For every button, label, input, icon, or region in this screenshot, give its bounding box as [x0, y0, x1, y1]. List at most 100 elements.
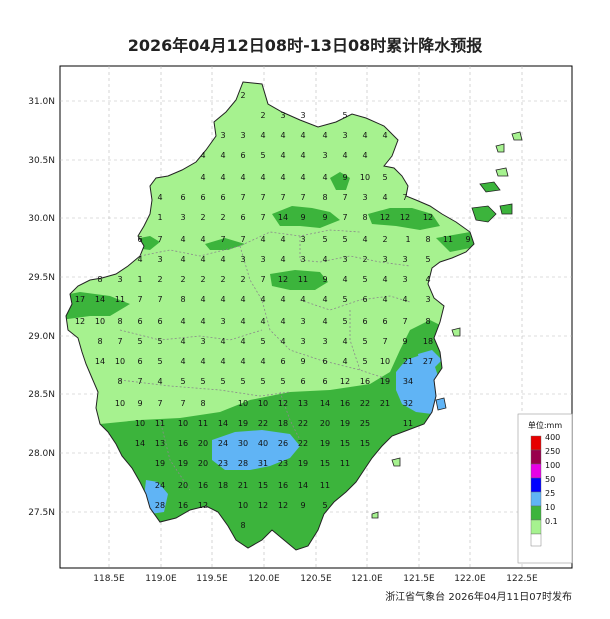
rainfall-value: 19	[320, 439, 330, 448]
rainfall-value: 4	[240, 337, 245, 346]
rainfall-value: 4	[260, 357, 265, 366]
rainfall-value: 6	[280, 357, 285, 366]
rainfall-value: 20	[198, 459, 208, 468]
rainfall-value: 24	[218, 439, 228, 448]
longitude-label: 118.5E	[93, 574, 125, 584]
rainfall-value: 4	[280, 235, 285, 244]
rainfall-value: 4	[240, 173, 245, 182]
rainfall-value: 4	[180, 235, 185, 244]
rainfall-value: 3	[240, 255, 245, 264]
rainfall-value: 5	[200, 377, 205, 386]
rainfall-value: 8	[425, 317, 430, 326]
latitude-label: 29.5N	[28, 273, 55, 283]
rainfall-value: 3	[300, 235, 305, 244]
rainfall-value: 3	[402, 255, 407, 264]
rainfall-value: 7	[157, 295, 162, 304]
rainfall-value: 7	[137, 377, 142, 386]
rainfall-value: 10	[178, 419, 188, 428]
longitude-labels: 118.5E 119.0E 119.5E 120.0E 120.5E 121.0E 121.…	[93, 574, 538, 584]
rainfall-value: 4	[382, 275, 387, 284]
rainfall-value: 6	[240, 213, 245, 222]
legend-label: 25	[545, 489, 555, 498]
rainfall-value: 6	[157, 317, 162, 326]
rainfall-value: 6	[240, 151, 245, 160]
rainfall-value: 7	[260, 213, 265, 222]
rainfall-value: 28	[238, 459, 248, 468]
rainfall-value: 3	[342, 131, 347, 140]
rainfall-value: 3	[300, 337, 305, 346]
rainfall-value: 14	[278, 213, 288, 222]
rainfall-value: 16	[198, 481, 208, 490]
rainfall-value: 4	[220, 295, 225, 304]
map-title: 2026年04月12日08时-13日08时累计降水预报	[127, 36, 483, 55]
rainfall-value: 5	[137, 337, 142, 346]
rainfall-value: 5	[382, 173, 387, 182]
rainfall-value: 3	[322, 151, 327, 160]
rainfall-value: 4	[200, 173, 205, 182]
rainfall-value: 5	[280, 377, 285, 386]
longitude-label: 121.5E	[403, 574, 435, 584]
rainfall-value: 10	[95, 317, 105, 326]
rainfall-value: 24	[155, 481, 165, 490]
rainfall-value: 4	[280, 337, 285, 346]
legend-swatch	[530, 435, 542, 451]
legend-swatch	[530, 477, 542, 493]
rainfall-value: 16	[178, 501, 188, 510]
rainfall-value: 11	[443, 235, 453, 244]
legend-swatch	[530, 491, 542, 507]
coastal-islands	[371, 131, 523, 519]
rainfall-value: 34	[403, 377, 413, 386]
rainfall-value: 15	[320, 459, 330, 468]
rainfall-value: 22	[258, 419, 268, 428]
rainfall-value: 14	[95, 357, 105, 366]
legend-label: 0.1	[545, 517, 558, 526]
rainfall-value: 7	[300, 193, 305, 202]
legend-swatch	[530, 449, 542, 465]
rainfall-value: 5	[342, 235, 347, 244]
rainfall-value: 4	[300, 131, 305, 140]
latitude-label: 27.5N	[28, 508, 55, 518]
latitude-label: 30.0N	[28, 214, 55, 224]
rainfall-value: 4	[382, 295, 387, 304]
rainfall-value: 4	[280, 295, 285, 304]
rainfall-value: 20	[178, 481, 188, 490]
rainfall-value: 11	[298, 275, 308, 284]
rainfall-value: 27	[423, 357, 433, 366]
rainfall-value: 7	[260, 193, 265, 202]
rainfall-value: 8	[117, 317, 122, 326]
rainfall-value: 8	[117, 377, 122, 386]
rainfall-value: 4	[260, 131, 265, 140]
longitude-label: 120.5E	[300, 574, 332, 584]
rainfall-value: 5	[362, 357, 367, 366]
rainfall-value: 4	[240, 317, 245, 326]
rainfall-value: 3	[322, 337, 327, 346]
rainfall-value: 7	[220, 235, 225, 244]
rainfall-value: 9	[300, 357, 305, 366]
rainfall-value: 8	[425, 235, 430, 244]
rainfall-value: 23	[218, 459, 228, 468]
rainfall-value: 4	[382, 193, 387, 202]
rainfall-value: 3	[425, 295, 430, 304]
legend-box	[517, 413, 573, 564]
rainfall-value: 4	[180, 337, 185, 346]
rainfall-value: 4	[180, 357, 185, 366]
rainfall-value: 4	[322, 295, 327, 304]
rainfall-value: 8	[322, 193, 327, 202]
longitude-label: 119.0E	[145, 574, 177, 584]
rainfall-value: 10	[115, 357, 125, 366]
rainfall-value: 5	[260, 151, 265, 160]
rainfall-value: 4	[280, 131, 285, 140]
rainfall-value: 4	[300, 173, 305, 182]
rainfall-value: 4	[362, 235, 367, 244]
rainfall-value: 3	[117, 275, 122, 284]
rainfall-value: 16	[278, 481, 288, 490]
rainfall-value: 7	[342, 193, 347, 202]
rainfall-value: 5	[240, 377, 245, 386]
rainfall-value: 4	[342, 337, 347, 346]
rainfall-value: 5	[157, 357, 162, 366]
rainfall-value: 5	[260, 377, 265, 386]
rainfall-value: 4	[200, 295, 205, 304]
rainfall-value: 8	[200, 399, 205, 408]
legend-label: 50	[545, 475, 555, 484]
rainfall-value: 3	[240, 131, 245, 140]
